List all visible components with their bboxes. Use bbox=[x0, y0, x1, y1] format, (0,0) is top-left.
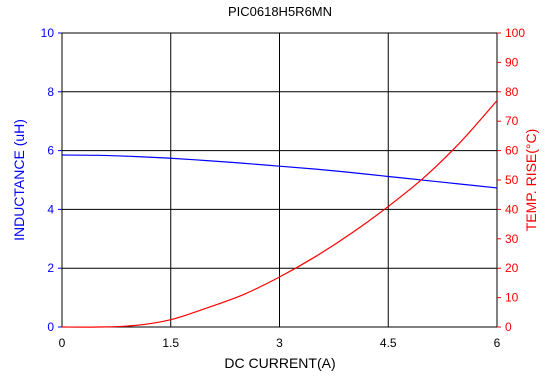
left-tick-label: 2 bbox=[47, 261, 54, 275]
left-axis-label: INDUCTANCE (uH) bbox=[11, 119, 27, 241]
x-axis-label: DC CURRENT(A) bbox=[224, 355, 335, 371]
x-tick-label: 6 bbox=[494, 336, 501, 350]
right-axis-ticks: 0 10 20 30 40 50 60 70 80 90 100 bbox=[497, 26, 525, 334]
left-tick-label: 10 bbox=[41, 26, 55, 40]
grid bbox=[61, 32, 498, 328]
x-tick-label: 4.5 bbox=[380, 336, 397, 350]
right-tick-label: 0 bbox=[505, 320, 512, 334]
right-tick-label: 80 bbox=[505, 85, 519, 99]
inductance-line bbox=[61, 154, 498, 189]
right-tick-label: 70 bbox=[505, 114, 519, 128]
right-tick-label: 100 bbox=[505, 26, 525, 40]
x-tick-label: 1.5 bbox=[162, 336, 179, 350]
right-tick-label: 40 bbox=[505, 202, 519, 216]
left-tick-label: 0 bbox=[47, 320, 54, 334]
right-tick-label: 90 bbox=[505, 55, 519, 69]
right-tick-label: 60 bbox=[505, 144, 519, 158]
temp-rise-line bbox=[61, 100, 498, 328]
left-tick-label: 8 bbox=[47, 85, 54, 99]
left-tick-label: 6 bbox=[47, 144, 54, 158]
x-axis-ticks: 0 1.5 3 4.5 6 bbox=[59, 336, 501, 350]
right-tick-label: 50 bbox=[505, 173, 519, 187]
x-tick-label: 3 bbox=[276, 336, 283, 350]
right-tick-label: 10 bbox=[505, 291, 519, 305]
right-tick-label: 20 bbox=[505, 261, 519, 275]
right-axis-label: TEMP. RISE(°C) bbox=[523, 129, 539, 232]
left-axis-ticks: 0 2 4 6 8 10 bbox=[41, 26, 62, 334]
series-group bbox=[61, 100, 498, 328]
x-tick-label: 0 bbox=[59, 336, 66, 350]
right-tick-label: 30 bbox=[505, 232, 519, 246]
left-tick-label: 4 bbox=[47, 202, 54, 216]
chart-title: PIC0618H5R6MN bbox=[228, 4, 332, 19]
